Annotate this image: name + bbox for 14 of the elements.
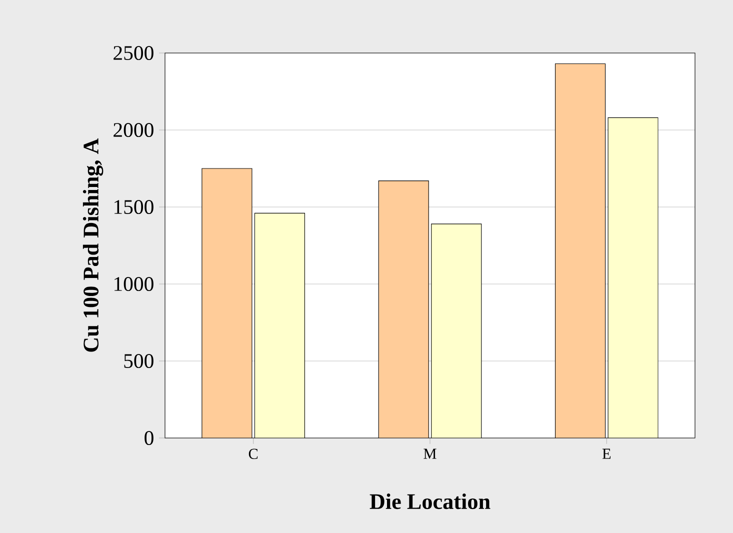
bar	[555, 64, 606, 438]
bar	[202, 168, 252, 438]
y-tick-label: 1000	[114, 277, 154, 291]
y-tick-label: 2500	[114, 46, 154, 60]
x-axis-title: Die Location	[370, 494, 490, 510]
x-tick-label: C	[248, 448, 258, 460]
x-tick-label: M	[424, 448, 436, 459]
y-tick-label: 1500	[114, 200, 154, 214]
bar	[378, 180, 429, 438]
x-tick-label: E	[602, 448, 611, 459]
y-tick-label: 500	[124, 354, 154, 368]
y-axis-title: Cu 100 Pad Dishing, A	[82, 138, 104, 352]
y-tick-label: 0	[144, 431, 154, 445]
y-tick-label: 2000	[114, 123, 154, 137]
